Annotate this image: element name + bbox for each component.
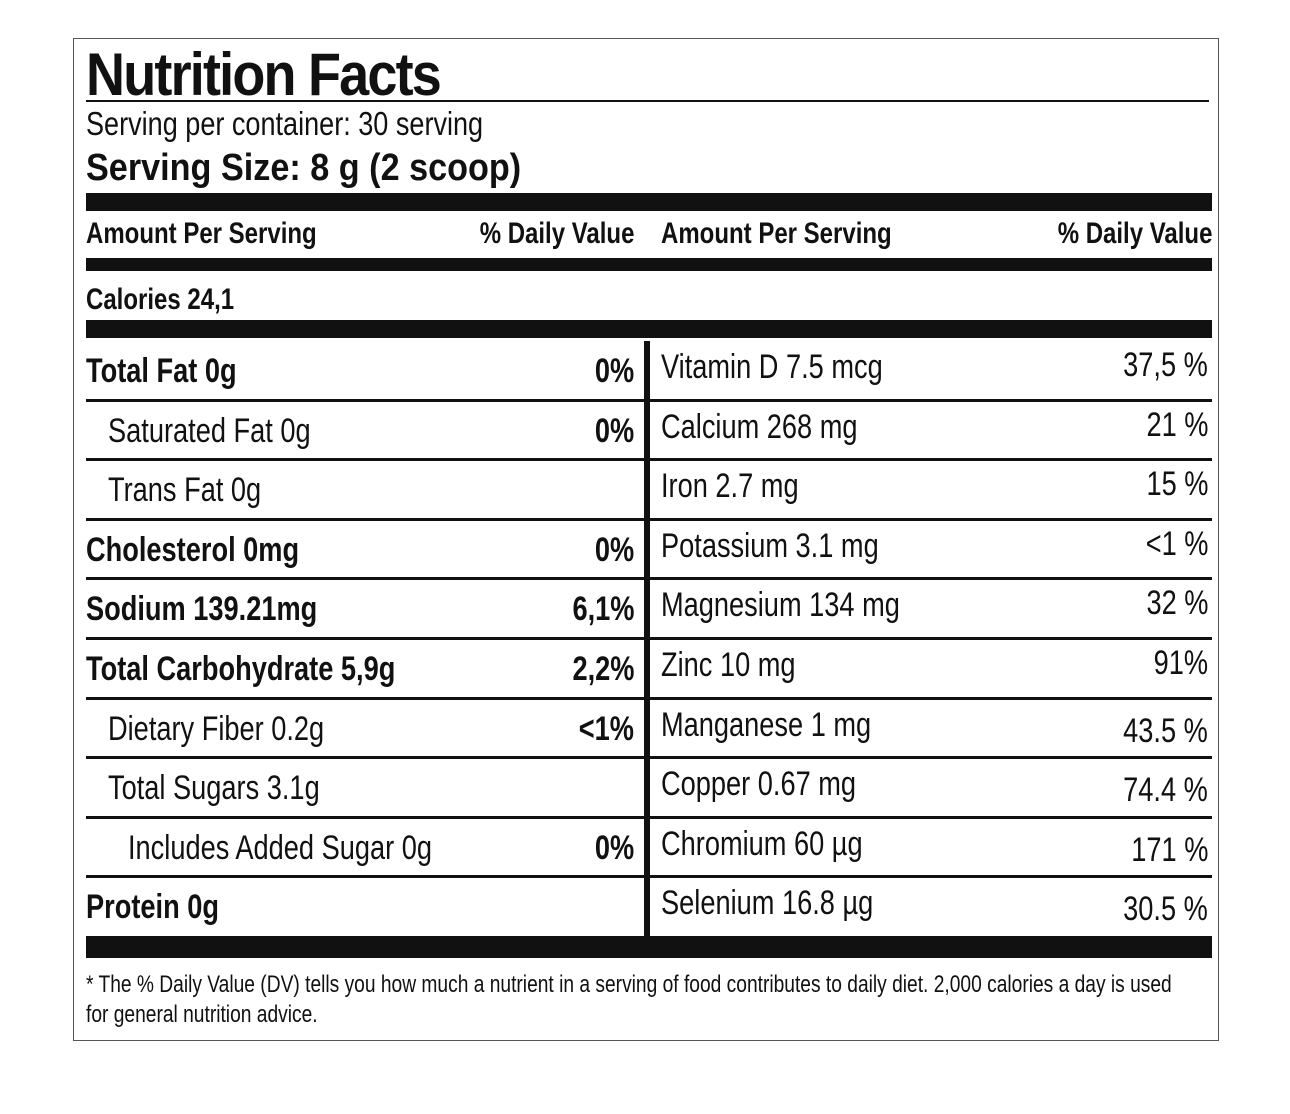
- right-nutrient-label: Selenium 16.8 µg: [661, 884, 874, 923]
- header-left-amount: Amount Per Serving: [86, 217, 317, 250]
- right-row-divider: [650, 756, 1212, 760]
- right-row-divider: [650, 517, 1212, 521]
- left-nutrient-dv: 0%: [594, 530, 634, 569]
- label-title: Nutrition Facts: [86, 41, 442, 108]
- calories-rule: [86, 320, 1212, 338]
- left-nutrient-label: Includes Added Sugar 0g: [128, 828, 432, 867]
- right-nutrient-dv: 43.5 %: [1123, 711, 1208, 750]
- right-nutrient-label: Zinc 10 mg: [661, 646, 796, 684]
- left-nutrient-label: Total Carbohydrate 5,9g: [86, 650, 396, 688]
- right-nutrient-label: Iron 2.7 mg: [661, 467, 799, 506]
- thick-rule-bottom: [86, 936, 1212, 958]
- title-rule: [86, 100, 1209, 102]
- right-nutrient-dv: 171 %: [1130, 830, 1208, 869]
- header-right-dv: % Daily Value: [1057, 217, 1212, 250]
- left-row-divider: [86, 815, 644, 819]
- right-nutrient-label: Calcium 268 mg: [661, 407, 858, 446]
- left-nutrient-label: Sodium 139.21mg: [86, 590, 318, 629]
- right-nutrient-dv: <1 %: [1145, 524, 1208, 563]
- left-row-divider: [86, 756, 644, 760]
- right-nutrient-dv: 32 %: [1146, 584, 1208, 623]
- footnote: * The % Daily Value (DV) tells you how m…: [86, 971, 1172, 1028]
- calories: Calories 24,1: [86, 283, 235, 316]
- left-nutrient-label: Total Sugars 3.1g: [108, 769, 320, 808]
- header-right-amount: Amount Per Serving: [661, 217, 892, 250]
- left-row-divider: [86, 517, 644, 521]
- right-nutrient-dv: 30.5 %: [1123, 890, 1208, 929]
- left-nutrient-dv: 0%: [594, 411, 634, 450]
- right-row-divider: [650, 815, 1212, 819]
- right-nutrient-label: Copper 0.67 mg: [661, 765, 857, 804]
- right-nutrient-dv: 15 %: [1146, 465, 1208, 504]
- left-nutrient-label: Total Fat 0g: [86, 352, 237, 390]
- column-divider: [644, 341, 650, 937]
- left-nutrient-label: Protein 0g: [86, 888, 219, 927]
- right-row-divider: [650, 875, 1212, 879]
- left-nutrient-dv: 6,1%: [572, 590, 634, 629]
- right-nutrient-label: Potassium 3.1 mg: [661, 526, 879, 565]
- right-nutrient-label: Manganese 1 mg: [661, 705, 872, 744]
- right-nutrient-dv: 74.4 %: [1123, 771, 1208, 810]
- serving-size: Serving Size: 8 g (2 scoop): [86, 147, 522, 189]
- right-nutrient-label: Magnesium 134 mg: [661, 586, 900, 625]
- left-row-divider: [86, 875, 644, 879]
- left-row-divider: [86, 637, 644, 640]
- servings-per-container: Serving per container: 30 serving: [86, 105, 484, 142]
- left-row-divider: [86, 577, 644, 581]
- left-nutrient-dv: 2,2%: [572, 650, 634, 688]
- right-nutrient-label: Vitamin D 7.5 mcg: [661, 348, 883, 386]
- left-nutrient-dv: 0%: [594, 828, 634, 867]
- left-nutrient-label: Dietary Fiber 0.2g: [108, 709, 325, 748]
- right-row-divider: [650, 398, 1212, 402]
- header-left-dv: % Daily Value: [479, 217, 634, 250]
- right-row-divider: [650, 577, 1212, 581]
- thick-rule-top: [86, 193, 1212, 211]
- left-nutrient-label: Saturated Fat 0g: [108, 411, 311, 450]
- left-nutrient-label: Cholesterol 0mg: [86, 530, 300, 569]
- right-row-divider: [650, 637, 1212, 640]
- left-row-divider: [86, 398, 644, 402]
- right-nutrient-dv: 91%: [1153, 644, 1208, 682]
- left-nutrient-dv: <1%: [578, 709, 634, 748]
- left-row-divider: [86, 696, 644, 700]
- left-row-divider: [86, 458, 644, 462]
- right-nutrient-dv: 21 %: [1146, 405, 1208, 444]
- left-nutrient-dv: 0%: [594, 352, 634, 390]
- header-rule: [86, 258, 1212, 271]
- nutrition-label-border: [73, 38, 1219, 1041]
- right-row-divider: [650, 458, 1212, 462]
- right-row-divider: [650, 696, 1212, 700]
- right-nutrient-dv: 37,5 %: [1123, 346, 1208, 384]
- right-nutrient-label: Chromium 60 µg: [661, 824, 863, 863]
- left-nutrient-label: Trans Fat 0g: [108, 471, 262, 510]
